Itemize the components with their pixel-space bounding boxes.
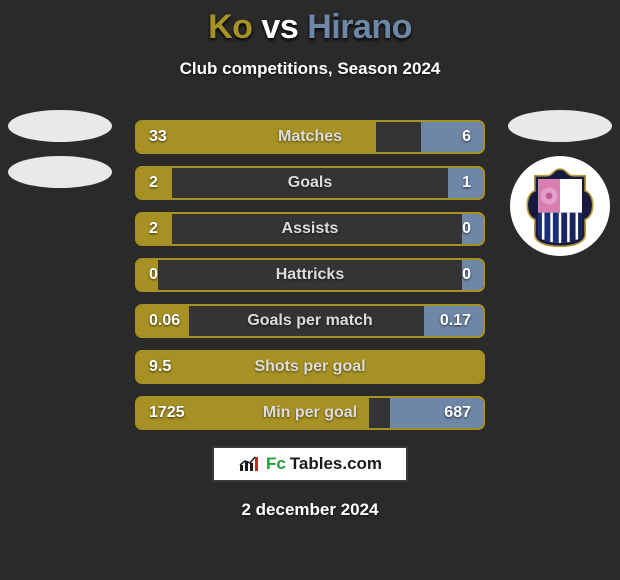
right-avatar-column	[500, 110, 620, 256]
subtitle: Club competitions, Season 2024	[0, 59, 620, 79]
player1-name: Ko	[208, 8, 252, 46]
stat-row: Hattricks0 0	[135, 258, 485, 292]
page-title: Ko vs Hirano	[0, 0, 620, 47]
player1-club-placeholder	[8, 156, 112, 188]
bars-icon	[238, 455, 262, 473]
stat-label: Min per goal	[137, 398, 483, 428]
date-text: 2 december 2024	[0, 500, 620, 520]
stat-row: Goals per match0.06 0.17	[135, 304, 485, 338]
left-value: 0	[149, 260, 158, 290]
left-value: 33	[149, 122, 167, 152]
stat-label: Assists	[137, 214, 483, 244]
player2-name: Hirano	[307, 8, 412, 46]
comparison-card: Ko vs Hirano Club competitions, Season 2…	[0, 0, 620, 580]
right-value: 0	[462, 214, 471, 244]
stat-row: Assists2 0	[135, 212, 485, 246]
vs-text: vs	[261, 8, 298, 46]
left-value: 0.06	[149, 306, 180, 336]
stat-label: Matches	[137, 122, 483, 152]
left-value: 2	[149, 214, 158, 244]
left-avatar-column	[0, 110, 120, 188]
crest-icon	[518, 164, 602, 248]
logo-fc: Fc	[266, 454, 286, 474]
stat-row: Goals2 1	[135, 166, 485, 200]
stat-label: Shots per goal	[137, 352, 483, 382]
left-value: 2	[149, 168, 158, 198]
player2-avatar-placeholder	[508, 110, 612, 142]
left-value: 1725	[149, 398, 185, 428]
fctables-logo: FcTables.com	[212, 446, 408, 482]
player2-club-crest	[510, 156, 610, 256]
stat-row: Shots per goal9.5	[135, 350, 485, 384]
right-value: 6	[462, 122, 471, 152]
left-value: 9.5	[149, 352, 171, 382]
stat-row: Min per goal1725 687	[135, 396, 485, 430]
stat-label: Goals	[137, 168, 483, 198]
right-value: 0.17	[440, 306, 471, 336]
stat-label: Hattricks	[137, 260, 483, 290]
right-value: 0	[462, 260, 471, 290]
player1-avatar-placeholder	[8, 110, 112, 142]
stat-label: Goals per match	[137, 306, 483, 336]
right-value: 1	[462, 168, 471, 198]
logo-tables: Tables.com	[290, 454, 382, 474]
right-value: 687	[444, 398, 471, 428]
stats-bars: Matches336Goals21Assists20Hattricks00Goa…	[135, 120, 485, 430]
stat-row: Matches33 6	[135, 120, 485, 154]
